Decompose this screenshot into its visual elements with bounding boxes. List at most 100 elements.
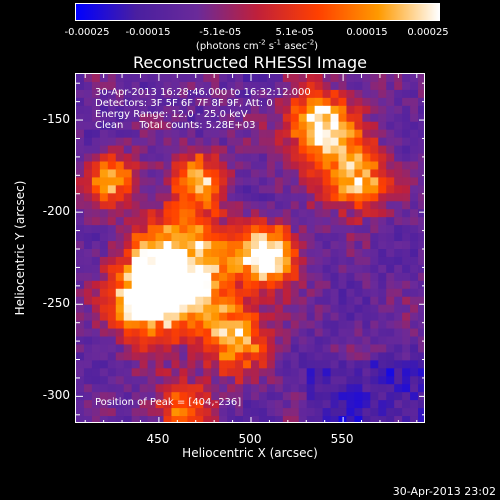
heatmap-cell	[370, 201, 379, 210]
heatmap-cell	[338, 169, 348, 178]
heatmap-cell	[258, 400, 268, 409]
heatmap-cell	[258, 105, 268, 115]
heatmap-cell	[107, 185, 117, 194]
heatmap-cell	[155, 272, 165, 282]
heatmap-cell	[418, 74, 424, 83]
heatmap-cell	[163, 121, 173, 131]
heatmap-cell	[219, 360, 228, 369]
heatmap-cell	[266, 121, 276, 131]
heatmap-cell	[362, 169, 371, 178]
heatmap-cell	[258, 233, 268, 242]
heatmap-cell	[298, 193, 308, 202]
heatmap-cell	[370, 344, 379, 353]
heatmap-cell	[386, 392, 395, 401]
heatmap-cell	[418, 400, 424, 409]
heatmap-cell	[235, 121, 244, 131]
heatmap-cell	[322, 169, 332, 178]
heatmap-cell	[203, 121, 212, 131]
heatmap-cell	[83, 368, 93, 377]
heatmap-cell	[235, 400, 244, 409]
heatmap-cell	[219, 225, 228, 234]
heatmap-cell	[290, 392, 300, 401]
heatmap-cell	[314, 153, 324, 163]
heatmap-cell	[402, 288, 411, 298]
heatmap-cell	[306, 376, 316, 385]
heatmap-cell	[155, 225, 165, 234]
heatmap-cell	[402, 280, 411, 290]
heatmap-cell	[227, 209, 236, 218]
heatmap-cell	[219, 384, 228, 393]
heatmap-cell	[243, 320, 252, 330]
heatmap-cell	[235, 225, 244, 234]
heatmap-cell	[354, 304, 363, 314]
heatmap-cell	[378, 121, 387, 131]
heatmap-cell	[251, 416, 260, 422]
heatmap-cell	[91, 288, 101, 298]
heatmap-cell	[179, 392, 188, 401]
heatmap-cell	[251, 193, 260, 202]
heatmap-cell	[219, 185, 228, 194]
heatmap-cell	[410, 113, 419, 123]
heatmap-cell	[131, 161, 141, 171]
heatmap-cell	[131, 296, 141, 306]
heatmap-cell	[235, 416, 244, 422]
heatmap-cell	[219, 400, 228, 409]
heatmap-cell	[155, 280, 165, 290]
heatmap-cell	[211, 97, 220, 107]
heatmap-cell	[115, 344, 125, 353]
heatmap-cell	[394, 408, 403, 417]
heatmap-cell	[251, 384, 260, 393]
heatmap-cell	[274, 225, 284, 234]
heatmap-cell	[163, 344, 173, 353]
heatmap-cell	[243, 368, 252, 377]
heatmap-cell	[274, 209, 284, 218]
heatmap-cell	[243, 185, 252, 194]
heatmap-cell	[187, 209, 196, 218]
heatmap-cell	[243, 241, 252, 250]
heatmap-cell	[370, 272, 379, 282]
heatmap-cell	[219, 249, 228, 258]
heatmap-cell	[354, 209, 363, 218]
heatmap-cell	[402, 400, 411, 409]
heatmap-cell	[322, 296, 332, 306]
heatmap-cell	[235, 201, 244, 210]
heatmap-cell	[211, 376, 220, 385]
heatmap-cell	[282, 233, 292, 242]
heatmap-cell	[83, 209, 93, 218]
heatmap-cell	[139, 288, 149, 298]
heatmap-cell	[123, 400, 133, 409]
heatmap-cell	[258, 344, 268, 353]
heatmap-cell	[290, 137, 300, 147]
heatmap-cell	[410, 400, 419, 409]
heatmap-cell	[83, 312, 93, 322]
heatmap-cell	[115, 280, 125, 290]
heatmap-cell	[147, 296, 157, 306]
heatmap-cell	[418, 193, 424, 202]
heatmap-cell	[258, 209, 268, 218]
heatmap-cell	[155, 177, 165, 186]
heatmap-cell	[243, 249, 252, 258]
heatmap-cell	[219, 145, 228, 155]
heatmap-cell	[274, 296, 284, 306]
heatmap-cell	[266, 328, 276, 338]
heatmap-cell	[147, 74, 157, 83]
heatmap-cell	[298, 416, 308, 422]
heatmap-cell	[402, 233, 411, 242]
heatmap-cell	[91, 304, 101, 314]
heatmap-cell	[378, 376, 387, 385]
heatmap-cell	[338, 336, 348, 346]
heatmap-cell	[99, 288, 109, 298]
heatmap-cell	[251, 320, 260, 330]
heatmap-cell	[418, 81, 424, 91]
heatmap-image	[76, 74, 424, 422]
heatmap-cell	[243, 105, 252, 115]
heatmap-cell	[99, 352, 109, 361]
heatmap-cell	[107, 137, 117, 147]
heatmap-cell	[179, 288, 188, 298]
heatmap-cell	[274, 304, 284, 314]
heatmap-cell	[306, 320, 316, 330]
heatmap-cell	[306, 201, 316, 210]
heatmap-cell	[187, 185, 196, 194]
heatmap-cell	[219, 264, 228, 274]
heatmap-cell	[386, 74, 395, 83]
